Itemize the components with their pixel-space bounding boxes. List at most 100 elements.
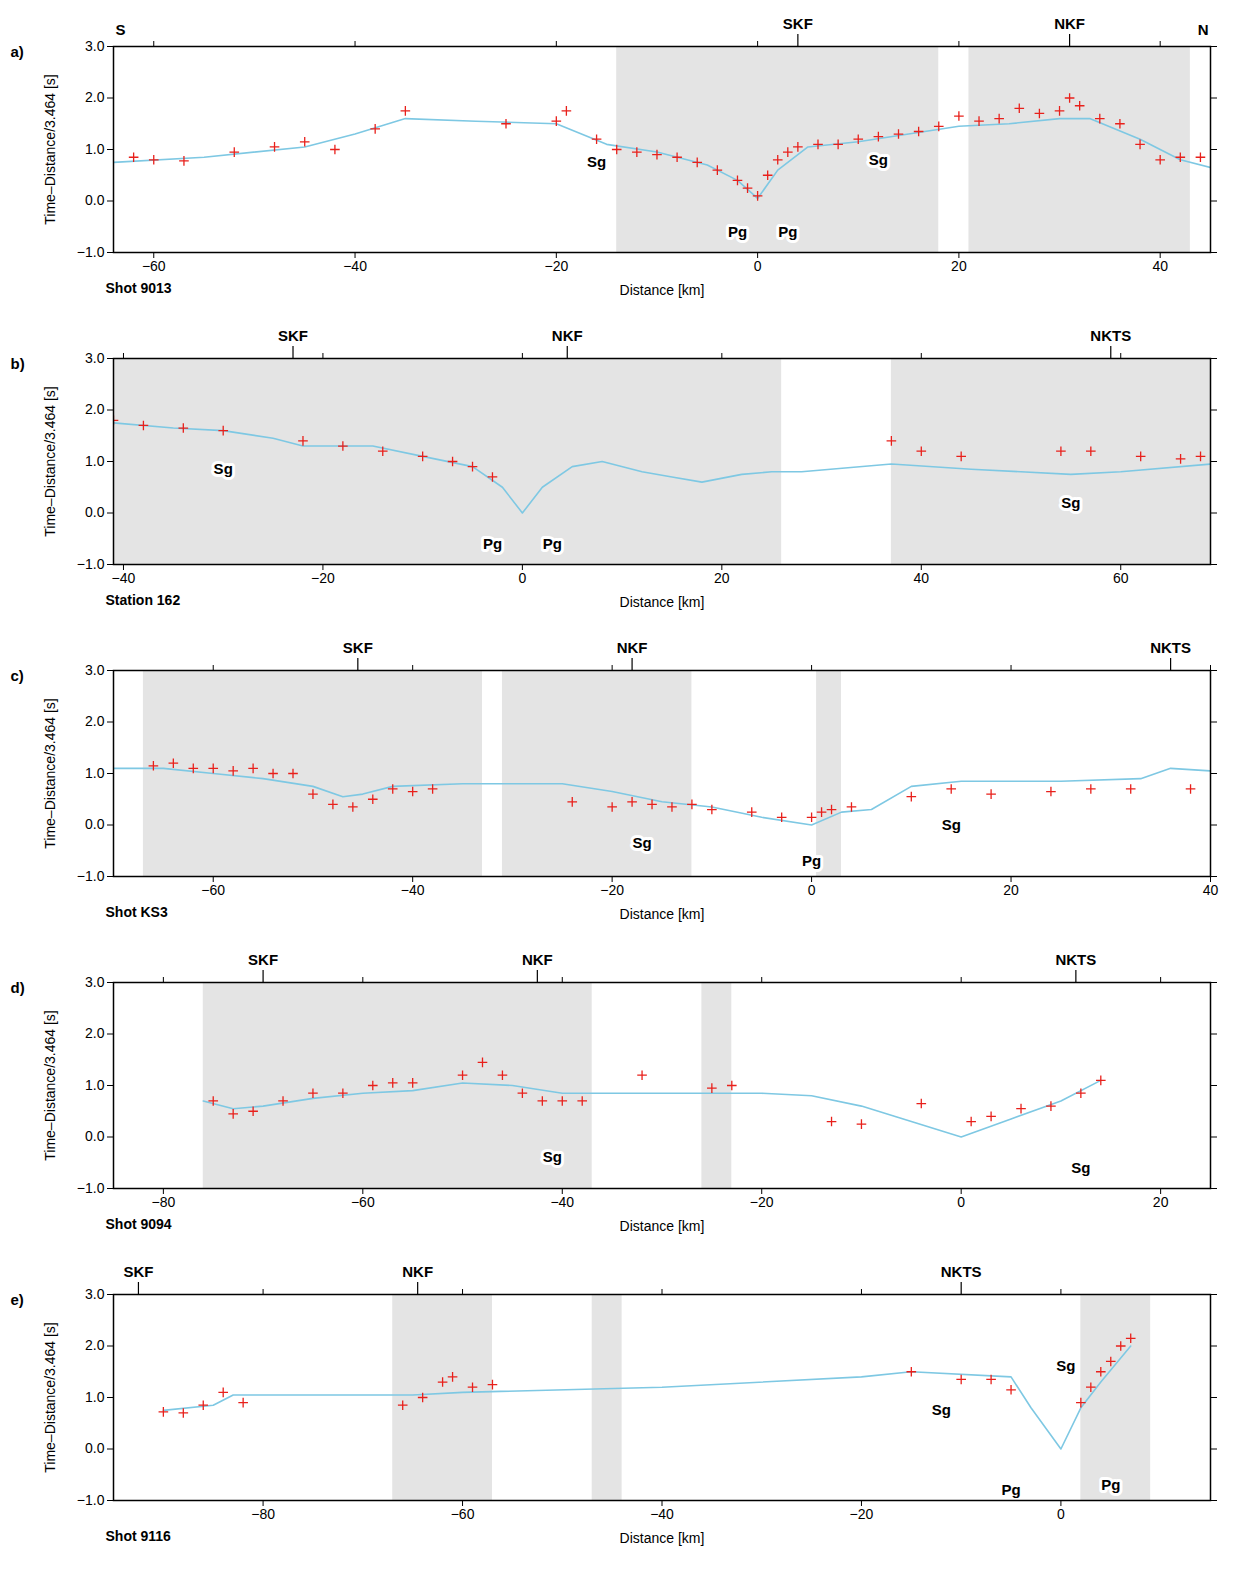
svg-text:2.0: 2.0 bbox=[85, 1025, 105, 1041]
svg-text:Sg: Sg bbox=[214, 460, 233, 477]
svg-text:b): b) bbox=[11, 355, 25, 372]
svg-text:0.0: 0.0 bbox=[85, 504, 105, 520]
svg-text:2.0: 2.0 bbox=[85, 401, 105, 417]
svg-text:20: 20 bbox=[714, 570, 730, 586]
svg-text:0: 0 bbox=[754, 258, 762, 274]
svg-text:d): d) bbox=[11, 979, 25, 996]
svg-text:NKF: NKF bbox=[552, 327, 583, 344]
svg-text:NKF: NKF bbox=[402, 1263, 433, 1280]
svg-text:Pg: Pg bbox=[802, 852, 821, 869]
svg-text:Time–Distance/3.464 [s]: Time–Distance/3.464 [s] bbox=[42, 698, 58, 848]
svg-text:Sg: Sg bbox=[632, 834, 651, 851]
svg-text:0.0: 0.0 bbox=[85, 816, 105, 832]
svg-text:40: 40 bbox=[1152, 258, 1168, 274]
svg-text:SKF: SKF bbox=[343, 639, 373, 656]
svg-text:Pg: Pg bbox=[1001, 1481, 1020, 1498]
svg-text:SKF: SKF bbox=[123, 1263, 153, 1280]
svg-text:Sg: Sg bbox=[1061, 494, 1080, 511]
svg-text:1.0: 1.0 bbox=[85, 1077, 105, 1093]
svg-text:60: 60 bbox=[1113, 570, 1129, 586]
svg-text:40: 40 bbox=[1203, 882, 1219, 898]
svg-text:c): c) bbox=[11, 667, 24, 684]
svg-text:−60: −60 bbox=[351, 1194, 375, 1210]
svg-text:−80: −80 bbox=[251, 1506, 275, 1522]
svg-text:1.0: 1.0 bbox=[85, 141, 105, 157]
svg-text:Time–Distance/3.464 [s]: Time–Distance/3.464 [s] bbox=[42, 1322, 58, 1472]
svg-text:Distance [km]: Distance [km] bbox=[620, 282, 705, 298]
svg-text:NKTS: NKTS bbox=[1055, 951, 1096, 968]
svg-text:Sg: Sg bbox=[587, 153, 606, 170]
svg-text:NKTS: NKTS bbox=[941, 1263, 982, 1280]
svg-text:3.0: 3.0 bbox=[85, 1286, 105, 1302]
svg-text:Pg: Pg bbox=[728, 223, 747, 240]
svg-text:NKTS: NKTS bbox=[1150, 639, 1191, 656]
svg-text:N: N bbox=[1198, 21, 1209, 38]
svg-text:−20: −20 bbox=[544, 258, 568, 274]
svg-text:−60: −60 bbox=[451, 1506, 475, 1522]
svg-text:Pg: Pg bbox=[778, 223, 797, 240]
svg-text:−40: −40 bbox=[650, 1506, 674, 1522]
svg-text:1.0: 1.0 bbox=[85, 1389, 105, 1405]
svg-text:−1.0: −1.0 bbox=[77, 1492, 105, 1508]
svg-text:Sg: Sg bbox=[1071, 1159, 1090, 1176]
svg-text:NKF: NKF bbox=[617, 639, 648, 656]
svg-text:SKF: SKF bbox=[783, 15, 813, 32]
svg-text:−60: −60 bbox=[142, 258, 166, 274]
svg-text:−40: −40 bbox=[550, 1194, 574, 1210]
svg-text:0.0: 0.0 bbox=[85, 1440, 105, 1456]
svg-text:−40: −40 bbox=[401, 882, 425, 898]
svg-text:0: 0 bbox=[1057, 1506, 1065, 1522]
svg-text:SKF: SKF bbox=[248, 951, 278, 968]
svg-text:2.0: 2.0 bbox=[85, 89, 105, 105]
svg-text:Shot KS3: Shot KS3 bbox=[106, 904, 168, 920]
svg-text:e): e) bbox=[11, 1291, 24, 1308]
svg-text:Shot 9094: Shot 9094 bbox=[106, 1216, 172, 1232]
svg-text:3.0: 3.0 bbox=[85, 974, 105, 990]
svg-text:a): a) bbox=[11, 43, 24, 60]
svg-text:Distance [km]: Distance [km] bbox=[620, 1530, 705, 1546]
svg-text:20: 20 bbox=[1153, 1194, 1169, 1210]
svg-text:0.0: 0.0 bbox=[85, 192, 105, 208]
svg-text:Sg: Sg bbox=[543, 1148, 562, 1165]
svg-text:SKF: SKF bbox=[278, 327, 308, 344]
svg-text:−40: −40 bbox=[343, 258, 367, 274]
svg-text:Time–Distance/3.464 [s]: Time–Distance/3.464 [s] bbox=[42, 386, 58, 536]
svg-text:Distance [km]: Distance [km] bbox=[620, 906, 705, 922]
svg-text:NKF: NKF bbox=[522, 951, 553, 968]
svg-text:3.0: 3.0 bbox=[85, 662, 105, 678]
svg-text:Pg: Pg bbox=[483, 535, 502, 552]
svg-text:S: S bbox=[116, 21, 126, 38]
svg-text:20: 20 bbox=[1003, 882, 1019, 898]
svg-text:−40: −40 bbox=[112, 570, 136, 586]
svg-text:Station 162: Station 162 bbox=[106, 592, 181, 608]
svg-text:Shot 9013: Shot 9013 bbox=[106, 280, 172, 296]
svg-text:Distance [km]: Distance [km] bbox=[620, 1218, 705, 1234]
svg-text:0: 0 bbox=[808, 882, 816, 898]
svg-text:1.0: 1.0 bbox=[85, 453, 105, 469]
svg-text:Pg: Pg bbox=[543, 535, 562, 552]
svg-text:2.0: 2.0 bbox=[85, 713, 105, 729]
svg-text:Pg: Pg bbox=[1101, 1476, 1120, 1493]
svg-text:0.0: 0.0 bbox=[85, 1128, 105, 1144]
svg-text:20: 20 bbox=[951, 258, 967, 274]
svg-text:−20: −20 bbox=[750, 1194, 774, 1210]
svg-text:Time–Distance/3.464 [s]: Time–Distance/3.464 [s] bbox=[42, 74, 58, 224]
svg-text:NKTS: NKTS bbox=[1090, 327, 1131, 344]
svg-text:−20: −20 bbox=[311, 570, 335, 586]
svg-text:Time–Distance/3.464 [s]: Time–Distance/3.464 [s] bbox=[42, 1010, 58, 1160]
svg-text:0: 0 bbox=[518, 570, 526, 586]
svg-text:−1.0: −1.0 bbox=[77, 556, 105, 572]
svg-text:Sg: Sg bbox=[932, 1401, 951, 1418]
svg-text:Shot 9116: Shot 9116 bbox=[106, 1528, 172, 1544]
svg-text:3.0: 3.0 bbox=[85, 38, 105, 54]
svg-text:Distance [km]: Distance [km] bbox=[620, 594, 705, 610]
svg-text:−1.0: −1.0 bbox=[77, 1180, 105, 1196]
svg-text:NKF: NKF bbox=[1054, 15, 1085, 32]
svg-text:−80: −80 bbox=[151, 1194, 175, 1210]
svg-text:Sg: Sg bbox=[869, 151, 888, 168]
svg-text:40: 40 bbox=[914, 570, 930, 586]
svg-text:−60: −60 bbox=[201, 882, 225, 898]
svg-text:1.0: 1.0 bbox=[85, 765, 105, 781]
svg-text:Sg: Sg bbox=[942, 816, 961, 833]
svg-text:−20: −20 bbox=[850, 1506, 874, 1522]
